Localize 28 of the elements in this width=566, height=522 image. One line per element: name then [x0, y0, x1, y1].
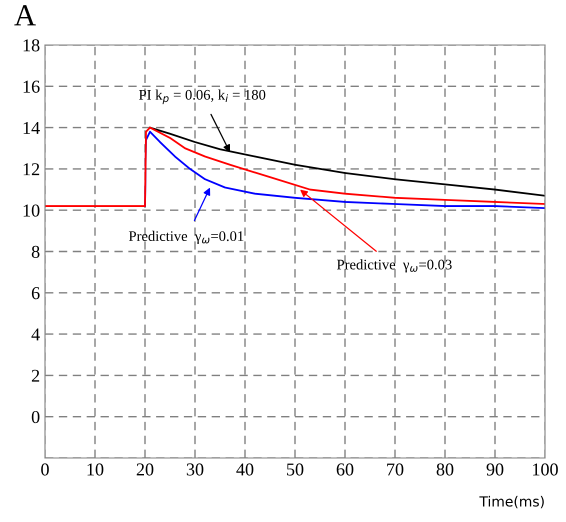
- annotation: Predictive γ$_{ω}$=0.01: [128, 230, 244, 244]
- x-tick-label: 20: [136, 463, 154, 476]
- y-tick-label: 12: [24, 163, 40, 176]
- x-tick-label: 30: [186, 463, 204, 476]
- annotation: PI k$_{p}$ = 0.06, k$_{i}$ = 180: [138, 89, 266, 104]
- y-tick-label: 14: [24, 122, 40, 134]
- x-tick-label: 80: [436, 463, 454, 476]
- x-tick-label: 100: [533, 463, 558, 476]
- x-tick-label: 60: [336, 463, 354, 476]
- x-tick-label: 70: [387, 463, 404, 476]
- line-series: [144, 130, 545, 210]
- y-tick-label: 16: [24, 80, 40, 93]
- y-tick-label: 4: [31, 328, 40, 340]
- x-tick-label: 10: [88, 463, 104, 476]
- y-tick-label: 18: [24, 39, 40, 52]
- x-axis-title: Time(ms): [479, 496, 544, 508]
- x-tick-label: 0: [41, 463, 49, 476]
- y-tick-label: 10: [24, 204, 40, 217]
- chart-title: A: [14, 5, 36, 26]
- x-tick-label: 90: [486, 463, 504, 476]
- annotation: Predictive γ$_{ω}$=0.03: [336, 259, 452, 272]
- y-tick-label: 2: [32, 370, 40, 382]
- y-tick-label: 0: [32, 410, 40, 424]
- x-tick-label: 50: [287, 463, 304, 476]
- x-tick-label: 40: [236, 463, 254, 476]
- line-series: [45, 126, 545, 207]
- y-tick-label: 8: [32, 246, 40, 258]
- y-tick-label: 6: [32, 287, 40, 300]
